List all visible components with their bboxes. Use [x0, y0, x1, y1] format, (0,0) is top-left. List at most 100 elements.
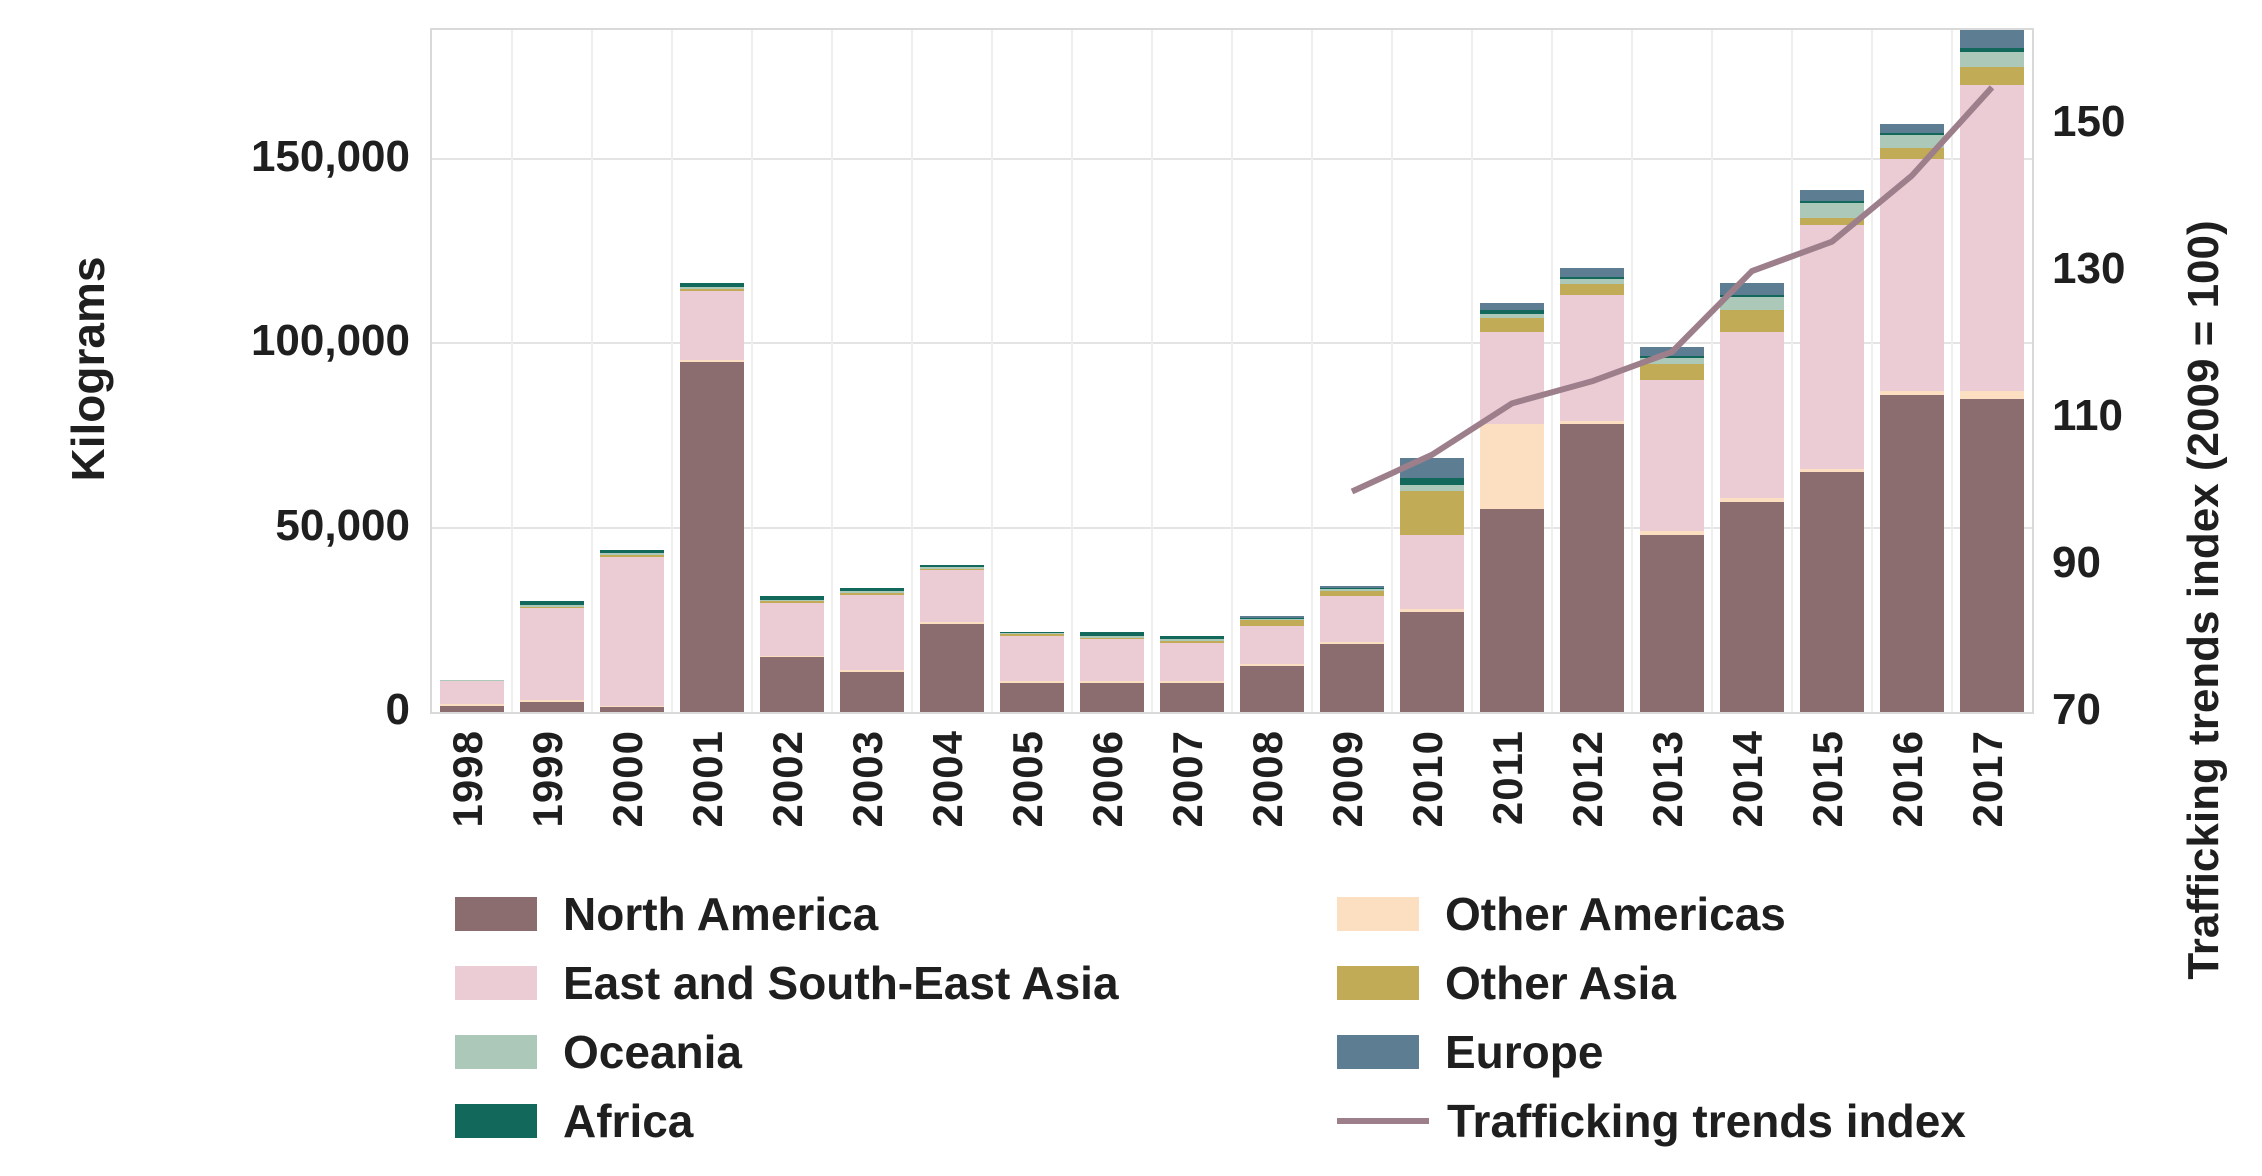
v-gridline	[1231, 30, 1233, 712]
bar-segment	[920, 565, 984, 568]
x-axis-tick-label: 2007	[1164, 730, 1211, 828]
trend-line-layer	[1350, 85, 1995, 495]
v-gridline	[511, 30, 513, 712]
bar-segment	[840, 671, 904, 712]
bar-segment	[1880, 135, 1944, 148]
legend-item-label: East and South-East Asia	[563, 957, 1119, 1009]
v-gridline	[1951, 30, 1953, 712]
bar-segment	[1240, 616, 1304, 618]
bar-segment	[840, 591, 904, 594]
bar-segment	[520, 608, 584, 701]
right-axis-tick-label: 130	[2052, 244, 2126, 294]
bar-segment	[1800, 203, 1864, 218]
bar-segment	[1960, 48, 2024, 53]
v-gridline	[591, 30, 593, 712]
bar-segment	[1640, 535, 1704, 712]
bar-segment	[1160, 635, 1224, 640]
legend-color-swatch	[455, 897, 537, 931]
bar-segment	[920, 567, 984, 569]
bar-segment	[1480, 424, 1544, 510]
legend-item-label: Trafficking trends index	[1447, 1095, 1966, 1147]
bar-segment	[1560, 284, 1624, 296]
left-axis-ticks: 0 50,000 100,000 150,000	[140, 28, 410, 734]
bar-segment	[1640, 380, 1704, 532]
bar-segment	[1240, 618, 1304, 621]
right-axis-tick-label: 110	[2052, 391, 2123, 441]
legend-line-swatch	[1337, 1118, 1429, 1124]
legend-item: Other Asia	[1337, 957, 1966, 1009]
bar-segment	[760, 656, 824, 712]
v-gridline	[1711, 30, 1713, 712]
bar-segment	[1880, 159, 1944, 392]
x-axis-tick-label: 2016	[1884, 730, 1931, 828]
bar-segment	[1720, 310, 1784, 333]
v-gridline	[1551, 30, 1553, 712]
legend-item: Africa	[455, 1095, 1119, 1147]
bar-segment	[600, 555, 664, 557]
v-gridline	[1791, 30, 1793, 712]
plot-area	[430, 28, 2034, 714]
left-axis-tick-label: 100,000	[250, 316, 410, 366]
bar-segment	[1800, 468, 1864, 473]
x-axis-tick-label: 2004	[924, 730, 971, 828]
bar-segment	[1080, 682, 1144, 712]
v-gridline	[831, 30, 833, 712]
bar-segment	[1000, 682, 1064, 712]
bar-segment	[1000, 634, 1064, 636]
legend-item-label: Other Asia	[1445, 957, 1676, 1009]
v-gridline	[1631, 30, 1633, 712]
bar-segment	[1720, 297, 1784, 311]
v-gridline	[911, 30, 913, 712]
v-gridline	[1871, 30, 1873, 712]
x-axis-tick-label: 1999	[524, 730, 571, 828]
bar-segment	[1320, 586, 1384, 588]
bar-segment	[680, 360, 744, 362]
legend-item-label: Africa	[563, 1095, 694, 1147]
bar-segment	[1240, 625, 1304, 665]
bar-segment	[1560, 278, 1624, 285]
bar-segment	[1560, 295, 1624, 421]
bar-segment	[1240, 617, 1304, 619]
bar-segment	[680, 289, 744, 291]
bar-segment	[1400, 490, 1464, 536]
bar-segment	[760, 602, 824, 656]
bar-segment	[1160, 639, 1224, 641]
bar-segment	[520, 605, 584, 607]
bar-segment	[520, 606, 584, 609]
bar-segment	[1640, 363, 1704, 381]
bar-segment	[1480, 509, 1544, 712]
bar-segment	[1960, 30, 2024, 49]
v-gridline	[1151, 30, 1153, 712]
x-axis-tick-label: 2001	[684, 730, 731, 828]
bar-segment	[1560, 276, 1624, 279]
left-axis-title: Kilograms	[62, 256, 114, 482]
bar-segment	[840, 670, 904, 672]
bar-segment	[1560, 267, 1624, 277]
bar-segment	[1480, 317, 1544, 333]
bar-segment	[1400, 608, 1464, 613]
trend-line	[1350, 85, 1995, 495]
bar-segment	[1880, 133, 1944, 136]
bar-segment	[680, 361, 744, 712]
right-axis-title: Trafficking trends index (2009 = 100)	[2179, 220, 2228, 980]
bar-segment	[1320, 588, 1384, 592]
bar-segment	[600, 706, 664, 712]
bar-segment	[840, 594, 904, 671]
bar-segment	[1800, 472, 1864, 712]
bar-segment	[440, 679, 504, 682]
x-axis-tick-label: 2008	[1244, 730, 1291, 828]
bar-segment	[1800, 201, 1864, 204]
bar-segment	[1560, 420, 1624, 425]
bar-segment	[520, 700, 584, 712]
bar-segment	[1640, 358, 1704, 364]
bar-segment	[1720, 498, 1784, 502]
left-axis-tick-label: 0	[385, 685, 410, 734]
bar-segment	[600, 549, 664, 554]
bar-segment	[760, 655, 824, 658]
bar-segment	[1400, 477, 1464, 486]
bar-segment	[1800, 225, 1864, 469]
bar-segment	[1320, 643, 1384, 712]
bar-segment	[1160, 681, 1224, 683]
bar-segment	[920, 568, 984, 571]
